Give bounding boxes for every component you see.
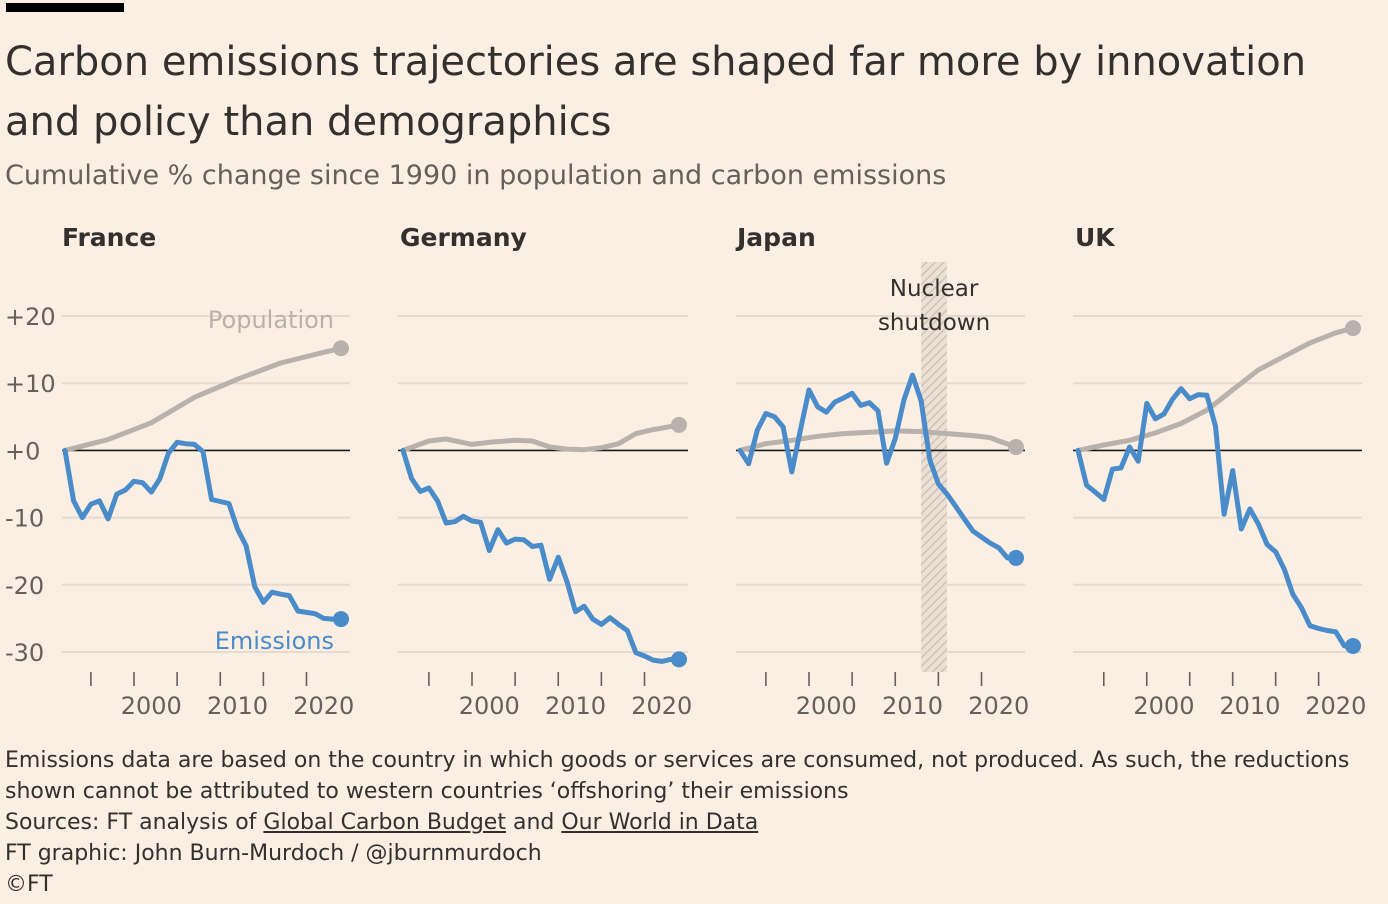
panel-germany: Germany 2000 2010 2020 — [398, 223, 692, 720]
copyright: ©FT — [5, 872, 53, 897]
footnote: Emissions data are based on the country … — [5, 748, 1350, 804]
population-endpoint — [333, 340, 349, 357]
x-tick-label: 2020 — [1305, 692, 1366, 720]
sources-line: Sources: FT analysis of Global Carbon Bu… — [5, 807, 1385, 838]
y-tick-label: +20 — [5, 303, 56, 331]
panel-title: Japan — [735, 223, 816, 252]
emissions-line — [737, 372, 1019, 561]
panel-france: France 2000 2010 2020 Population Emissions — [62, 223, 354, 720]
x-tick-label: 2010 — [207, 692, 268, 720]
emissions-label: Emissions — [215, 627, 334, 655]
y-tick-label: -30 — [5, 639, 44, 667]
annotation-label: Nuclear — [890, 276, 979, 302]
population-line — [62, 345, 344, 453]
small-multiples-chart: +20 +10 +0 -10 -20 -30 France 2000 2010 2020 Popul… — [5, 223, 1366, 720]
panel-japan: Japan Nuclear shutdown 2000 2010 2020 — [735, 223, 1029, 720]
x-tick-label: 2020 — [293, 692, 354, 720]
emissions-endpoint — [333, 611, 349, 628]
panel-title: France — [62, 223, 156, 252]
y-tick-label: -10 — [5, 505, 44, 533]
our-world-in-data-link[interactable]: Our World in Data — [561, 810, 759, 835]
population-endpoint — [1345, 320, 1361, 337]
annotation-label: shutdown — [878, 310, 990, 336]
population-label: Population — [208, 306, 334, 334]
y-tick-label: +0 — [5, 437, 40, 465]
emissions-endpoint — [1345, 637, 1361, 654]
emissions-line — [1075, 386, 1356, 649]
x-tick-label: 2010 — [882, 692, 943, 720]
chart-subtitle: Cumulative % change since 1990 in popula… — [5, 160, 947, 191]
x-tick-label: 2020 — [968, 692, 1029, 720]
emissions-endpoint — [1008, 549, 1024, 566]
y-tick-label: -20 — [5, 572, 44, 600]
x-tick-label: 2000 — [459, 692, 520, 720]
x-tick-label: 2010 — [1219, 692, 1280, 720]
population-line — [400, 422, 682, 453]
panel-uk: UK 2000 2010 2020 — [1073, 223, 1366, 720]
footer: Emissions data are based on the country … — [5, 745, 1385, 900]
x-tick-label: 2020 — [631, 692, 692, 720]
brand-bar — [6, 3, 124, 12]
sources-and: and — [505, 810, 562, 835]
population-endpoint — [671, 416, 687, 433]
population-line — [1075, 325, 1356, 453]
population-endpoint — [1008, 439, 1024, 456]
panel-title: Germany — [400, 223, 527, 252]
x-tick-label: 2000 — [1133, 692, 1194, 720]
x-tick-label: 2000 — [796, 692, 857, 720]
emissions-line — [62, 439, 344, 622]
y-tick-label: +10 — [5, 370, 56, 398]
global-carbon-budget-link[interactable]: Global Carbon Budget — [263, 810, 506, 835]
chart-title: Carbon emissions trajectories are shaped… — [5, 39, 1307, 145]
emissions-endpoint — [671, 651, 687, 668]
x-tick-label: 2010 — [545, 692, 606, 720]
credit: FT graphic: John Burn-Murdoch / @jburnmu… — [5, 841, 542, 866]
panel-title: UK — [1075, 223, 1116, 252]
sources-prefix: Sources: FT analysis of — [5, 810, 264, 835]
emissions-line — [400, 447, 682, 664]
x-tick-label: 2000 — [121, 692, 182, 720]
population-line — [737, 428, 1019, 453]
